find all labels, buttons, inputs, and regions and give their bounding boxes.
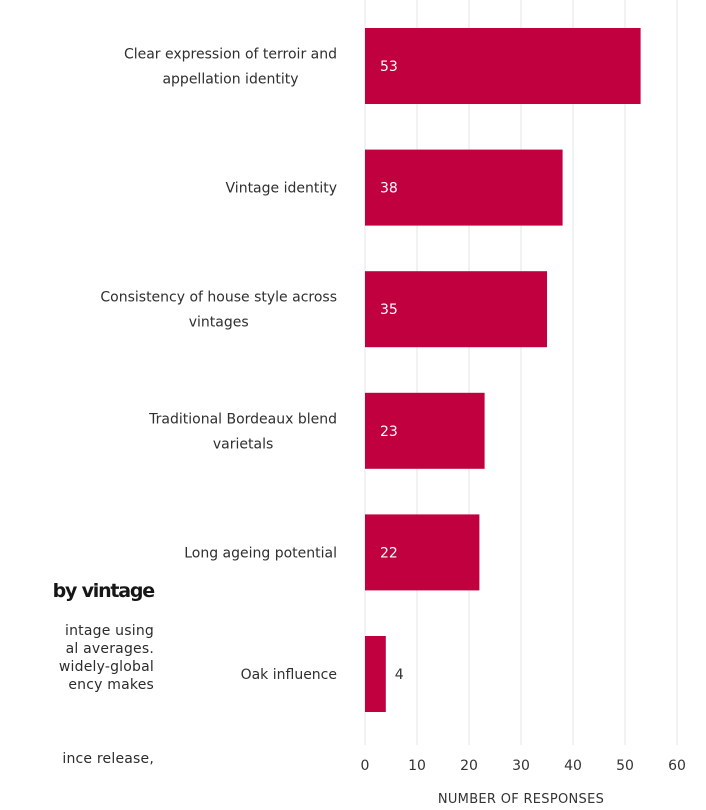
category-label: Long ageing potential (184, 545, 337, 561)
x-tick-label: 40 (564, 758, 582, 774)
x-tick-label: 30 (512, 758, 530, 774)
bar-value-label: 4 (395, 667, 404, 683)
bar (365, 28, 641, 104)
bar (365, 149, 563, 226)
x-tick-label: 0 (361, 758, 370, 774)
category-label: Clear expression of terroir and (124, 47, 337, 63)
x-tick-label: 60 (668, 758, 686, 774)
x-tick-label: 50 (616, 758, 634, 774)
bar-value-label: 38 (380, 181, 398, 197)
category-labels: Clear expression of terroir and appellati… (100, 47, 337, 684)
bar (365, 514, 480, 591)
category-label: Vintage identity (226, 181, 337, 197)
bar (365, 271, 547, 348)
bar-value-label: 23 (380, 424, 398, 440)
category-label: Traditional Bordeaux blend (148, 411, 337, 427)
category-label: Consistency of house style across (100, 290, 337, 306)
x-axis-ticks: 0 10 20 30 40 50 60 (361, 758, 686, 774)
category-label: appellation identity (162, 72, 298, 88)
chart-grid (364, 0, 678, 745)
x-tick-label: 20 (460, 758, 478, 774)
category-label: Oak influence (241, 667, 337, 683)
x-tick-label: 10 (408, 758, 426, 774)
bar-value-label: 53 (380, 59, 398, 75)
bar-value-label: 22 (380, 545, 398, 561)
bar-value-label: 35 (380, 302, 398, 318)
chart-bars: 53 38 35 23 22 4 (365, 28, 641, 712)
bar (365, 636, 386, 712)
bar (365, 392, 485, 469)
category-label: vintages (189, 315, 249, 331)
category-label: varietals (213, 436, 273, 452)
x-axis-title: NUMBER OF RESPONSES (438, 792, 604, 807)
